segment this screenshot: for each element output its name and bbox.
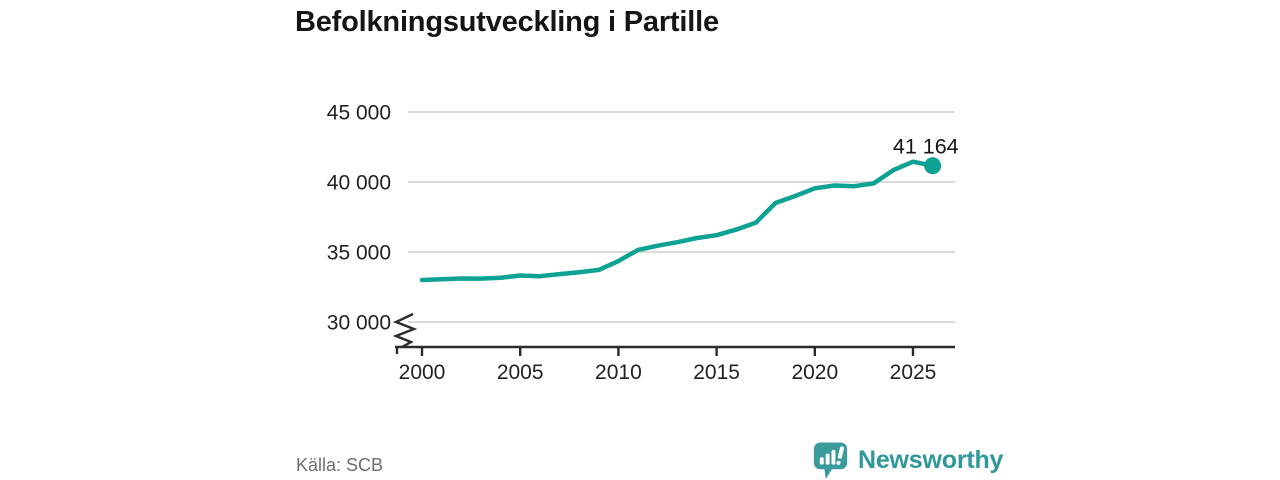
newsworthy-logo: Newsworthy	[812, 441, 1003, 480]
latest-point-marker	[924, 157, 942, 175]
y-axis-break-icon	[392, 312, 418, 349]
y-axis-tick-label: 40 000	[327, 172, 391, 195]
x-axis-tick-label: 2010	[595, 361, 642, 384]
population-line	[419, 159, 935, 283]
newsworthy-logo-icon	[813, 442, 848, 479]
y-axis-tick-label: 35 000	[327, 242, 391, 265]
x-axis-tick-label: 2020	[791, 361, 838, 384]
chart-title: Befolkningsutveckling i Partille	[295, 6, 719, 38]
y-axis-tick-label: 45 000	[327, 102, 391, 125]
latest-value-label: 41 164	[893, 135, 959, 159]
source-label: Källa: SCB	[296, 455, 384, 475]
y-axis-tick-label: 30 000	[327, 312, 391, 335]
x-axis-tick-label: 2015	[693, 361, 740, 384]
newsworthy-logo-text: Newsworthy	[858, 446, 1004, 474]
x-axis-tick-label: 2005	[497, 361, 544, 384]
x-axis-tick-label: 2025	[890, 361, 937, 384]
x-axis-tick-label: 2000	[399, 361, 446, 384]
